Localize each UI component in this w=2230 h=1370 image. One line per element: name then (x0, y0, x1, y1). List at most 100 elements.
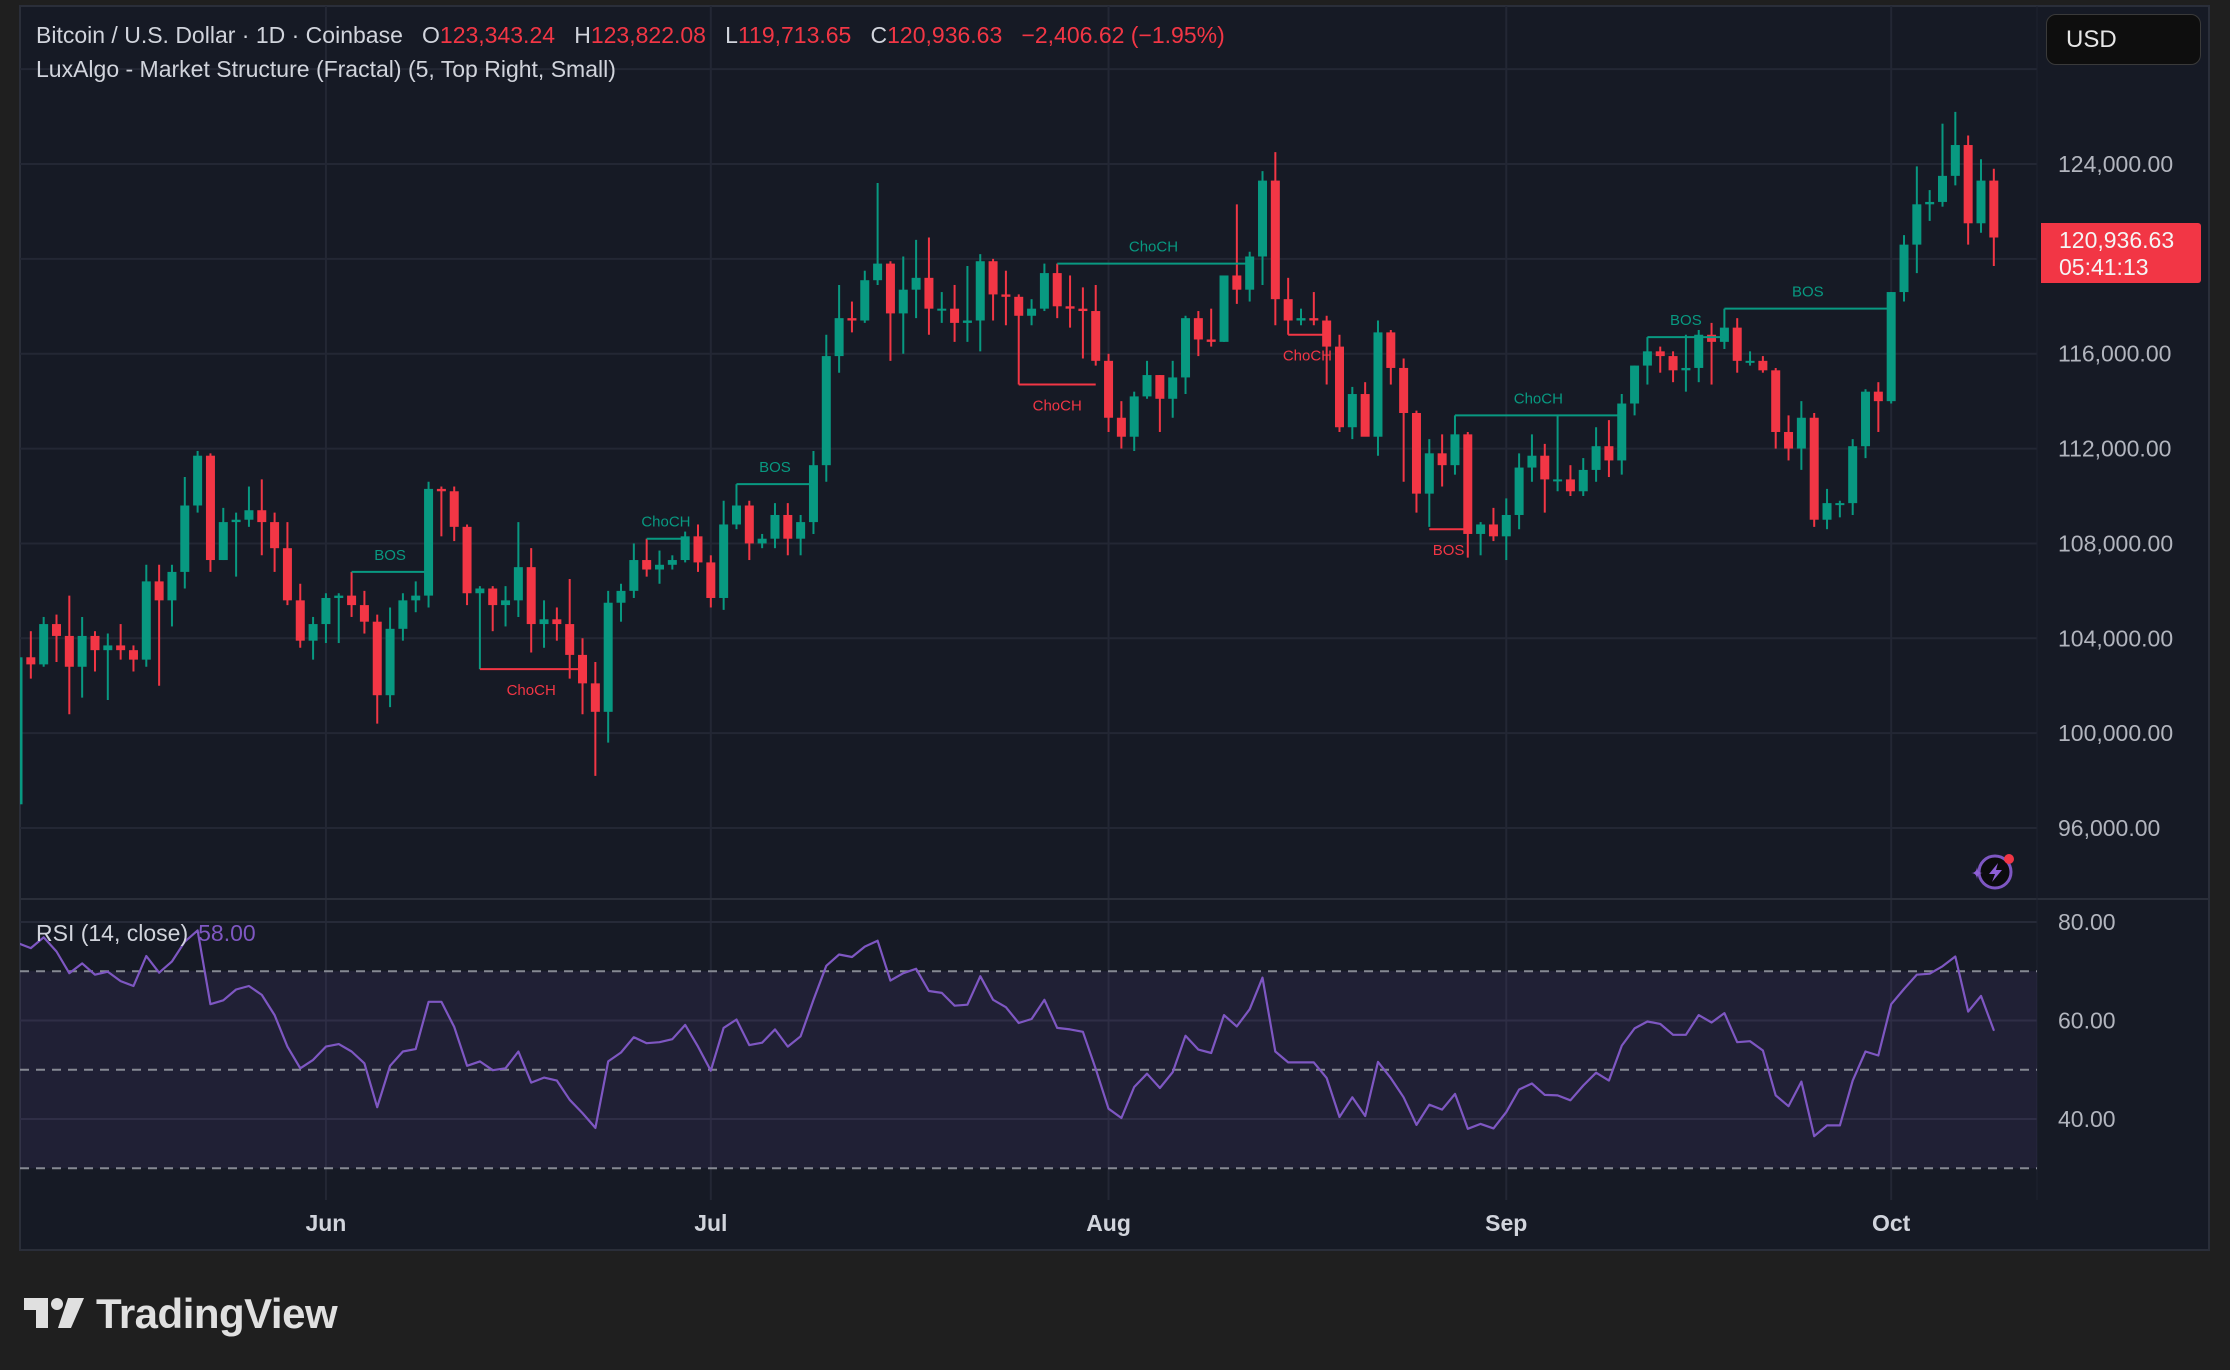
candle-down (1386, 330, 1396, 385)
candle-body (1899, 244, 1909, 293)
symbol-legend[interactable]: Bitcoin / U.S. Dollar · 1D · Coinbase O1… (36, 22, 1225, 49)
candle-body (372, 621, 382, 696)
symbol-title[interactable]: Bitcoin / U.S. Dollar · 1D · Coinbase (36, 22, 403, 48)
candle-down (924, 237, 934, 335)
time-tick-label: Aug (1086, 1210, 1131, 1236)
rsi-point (1069, 1028, 1071, 1031)
rsi-point (1492, 1127, 1495, 1130)
last-price-tag: 120,936.63 05:41:13 (2041, 223, 2201, 283)
candle-down (1399, 358, 1409, 482)
low-value: 119,713.65 (737, 22, 852, 48)
candle-body (924, 277, 934, 309)
candle-body (873, 263, 883, 281)
rsi-point (1967, 1010, 1969, 1013)
candle-up (218, 507, 228, 561)
rsi-point (286, 1045, 289, 1048)
candle-body (1565, 479, 1575, 492)
candle-up (1822, 488, 1832, 530)
rsi-point (825, 965, 828, 967)
candle-up (667, 555, 677, 570)
candle-up (873, 182, 883, 285)
candle-down (1732, 318, 1742, 373)
candle-down (257, 479, 267, 556)
indicator-legend[interactable]: LuxAlgo - Market Structure (Fractal) (5,… (36, 56, 616, 82)
candle-body (1193, 318, 1203, 340)
candle-body (1745, 360, 1755, 363)
rsi-point (145, 955, 148, 957)
rsi-point (1402, 1096, 1405, 1099)
candle-down (1360, 382, 1370, 437)
rsi-legend[interactable]: RSI (14, close) 58.00 (36, 920, 256, 947)
candle-body (1296, 318, 1306, 321)
candle-body (1809, 417, 1819, 520)
rsi-point (504, 1067, 507, 1070)
rsi-point (1723, 1012, 1726, 1014)
rsi-point (171, 960, 173, 963)
candle-down (1565, 465, 1575, 497)
rsi-point (1248, 1008, 1251, 1010)
assistant-badge-icon[interactable] (1971, 854, 2014, 890)
structure-label: ChoCH (1129, 239, 1178, 256)
candle-up (1976, 159, 1986, 233)
structure-label: BOS (759, 459, 791, 476)
candle-body (937, 308, 947, 311)
rsi-point (1569, 1099, 1572, 1102)
candle-down (488, 586, 498, 632)
candle-up (1719, 308, 1729, 349)
rsi-point (992, 999, 994, 1001)
time-tick-label: Jun (305, 1210, 346, 1236)
candle-up (1039, 263, 1049, 312)
rsi-point (1377, 1061, 1379, 1063)
rsi-point (389, 1065, 391, 1067)
rsi-point (1608, 1079, 1610, 1082)
rsi-point (1364, 1115, 1366, 1117)
candle-up (1245, 251, 1255, 302)
candle-down (64, 595, 74, 715)
rsi-point (1056, 1027, 1059, 1029)
rsi-point (1261, 976, 1264, 979)
open-value: 123,343.24 (439, 22, 556, 48)
rsi-point (928, 990, 930, 992)
rsi-point (838, 953, 840, 956)
currency-button[interactable]: USD (2046, 14, 2201, 65)
structure-label: BOS (1792, 284, 1824, 301)
candle-body (1719, 327, 1729, 342)
rsi-series (20, 929, 1995, 1138)
rsi-point (1043, 999, 1046, 1001)
rsi-point (761, 1041, 763, 1044)
rsi-point (222, 999, 225, 1002)
candle-body (1578, 469, 1588, 492)
candle-up (655, 550, 664, 584)
rsi-point (1210, 1052, 1212, 1054)
last-price: 120,936.63 (2059, 227, 2175, 253)
candle-up (1938, 123, 1947, 207)
tradingview-logo[interactable]: TradingView (24, 1290, 338, 1338)
rsi-point (1171, 1071, 1174, 1074)
rsi-point (1672, 1033, 1674, 1036)
candle-up (424, 481, 434, 608)
time-axis[interactable]: Jun Jul Aug Sep Oct (305, 1210, 1910, 1236)
candle-down (1001, 270, 1011, 326)
candle-body (1232, 275, 1242, 290)
candle-down (847, 301, 857, 333)
rsi-point (748, 1044, 751, 1046)
candle-body (1514, 467, 1524, 515)
candle-body (1527, 455, 1537, 468)
candle-down (526, 548, 536, 653)
price-axis[interactable]: 124,000.00 116,000.00 112,000.00 108,000.00… (2058, 151, 2173, 841)
rsi-pane (20, 970, 2037, 1170)
time-tick-label: Oct (1872, 1210, 1911, 1236)
candle-body (1989, 180, 1999, 238)
candle-down (1784, 415, 1794, 461)
candle-up (808, 450, 818, 534)
rsi-tick-label: 80.00 (2058, 909, 2116, 935)
rsi-axis[interactable]: 80.00 60.00 40.00 (2058, 909, 2116, 1132)
candle-down (51, 614, 61, 663)
rsi-point (68, 972, 71, 975)
rsi-point (966, 1003, 969, 1006)
rsi-point (1159, 1087, 1161, 1089)
candle-body (757, 538, 767, 544)
rsi-point (940, 992, 943, 994)
candle-body (26, 657, 36, 665)
